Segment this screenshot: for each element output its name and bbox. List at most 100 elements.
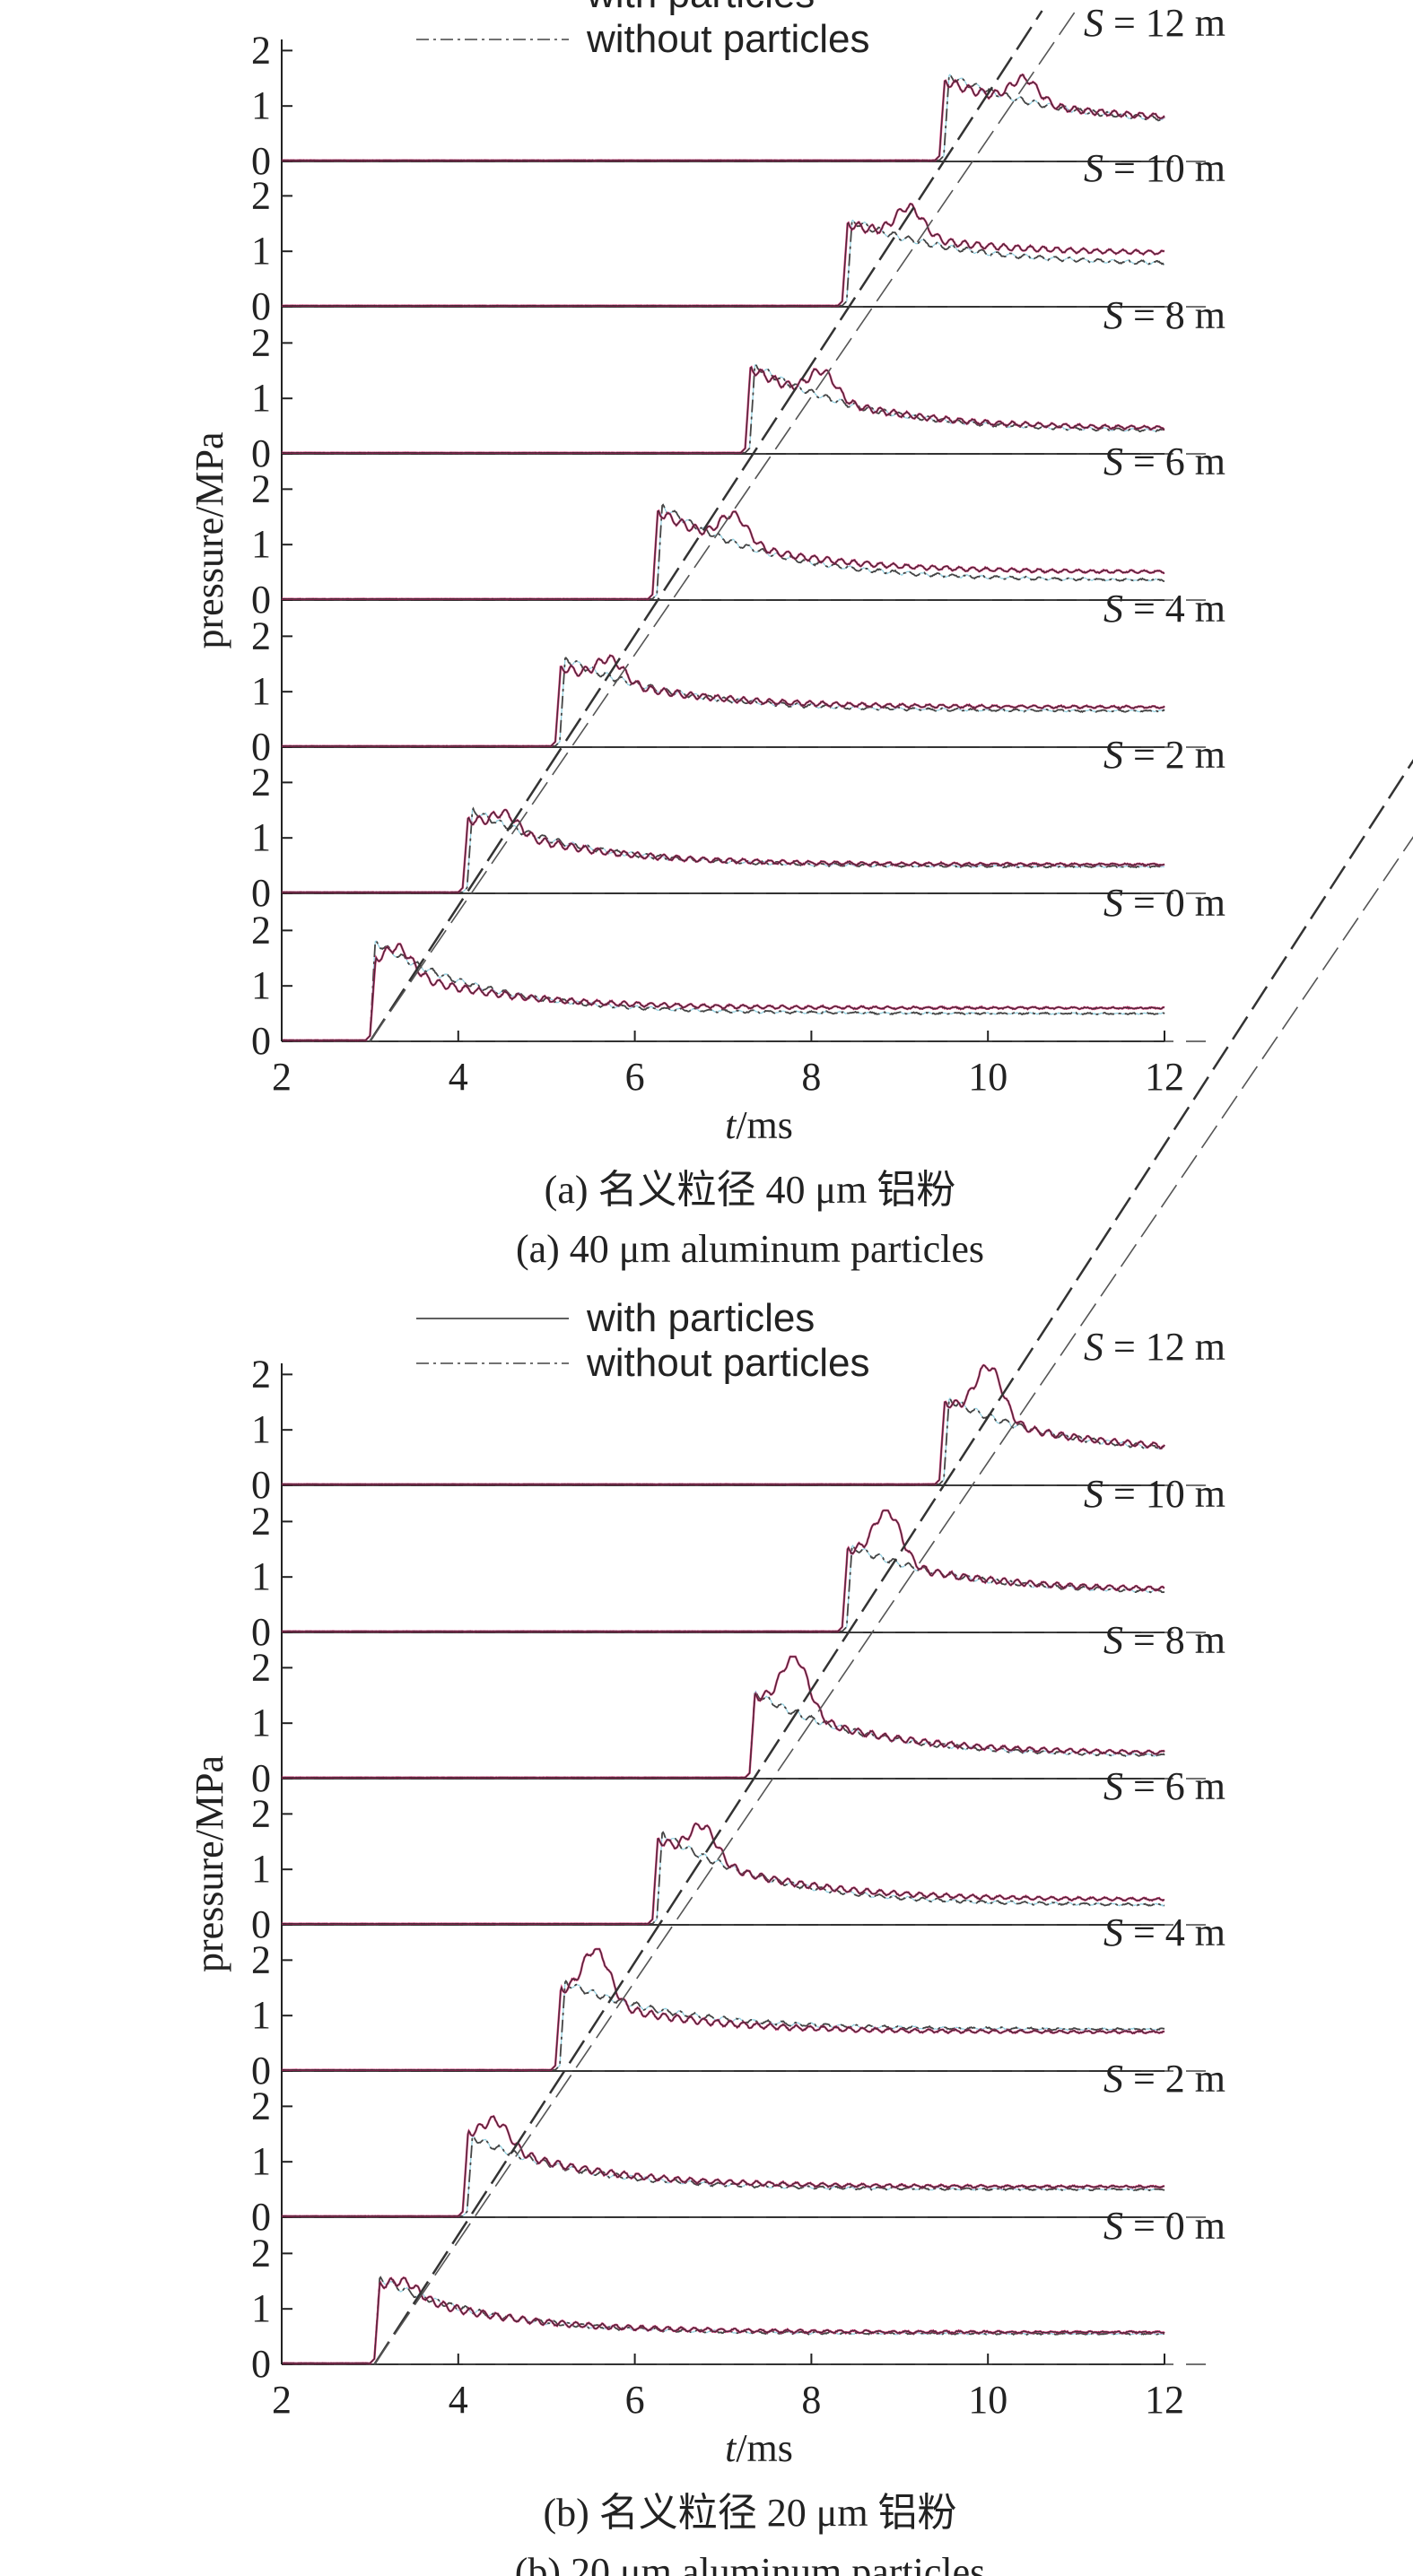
legend-label-with: with particles	[586, 0, 815, 16]
y-tick-label: 1	[251, 83, 271, 127]
panel-5: 0 1 2 S = 2 m	[251, 733, 1225, 915]
panel-1: 0 1 2 S = 10 m	[251, 1472, 1225, 1654]
y-tick-label: 0	[251, 1463, 271, 1507]
series-without-particles	[281, 940, 1165, 1041]
y-tick-label: 0	[251, 431, 271, 475]
y-tick-label: 1	[251, 1407, 271, 1451]
distance-label: S = 0 m	[1103, 881, 1225, 925]
series-with-particles	[281, 1656, 1165, 1779]
distance-value: = 4 m	[1123, 1910, 1225, 1954]
distance-var: S	[1084, 1, 1103, 45]
trend-line-without	[369, 10, 1043, 1042]
y-tick-label: 0	[251, 725, 271, 769]
x-tick-label: 4	[449, 1055, 468, 1099]
y-tick-label: 2	[251, 173, 271, 217]
series-with-particles	[282, 2276, 1165, 2364]
distance-var: S	[1084, 1325, 1103, 1369]
distance-value: = 8 m	[1123, 1618, 1225, 1662]
y-tick-label: 0	[251, 578, 271, 622]
x-tick-label: 12	[1145, 2378, 1184, 2422]
panel-0: 0 1 2 S = 12 m	[251, 1, 1225, 183]
legend-label-with: with particles	[586, 1296, 815, 1340]
distance-label: S = 8 m	[1103, 1618, 1225, 1662]
panel-5: 0 1 2 S = 2 m	[251, 2057, 1225, 2239]
distance-label: S = 12 m	[1084, 1325, 1225, 1369]
y-tick-label: 1	[251, 815, 271, 859]
x-tick-label: 6	[625, 2378, 645, 2422]
distance-value: = 10 m	[1103, 1472, 1225, 1516]
y-tick-label: 1	[251, 1554, 271, 1598]
distance-label: S = 2 m	[1103, 2057, 1225, 2101]
y-tick-label: 2	[251, 2231, 271, 2275]
y-tick-label: 1	[251, 229, 271, 273]
distance-value: = 6 m	[1123, 1764, 1225, 1808]
distance-value: = 4 m	[1123, 587, 1225, 631]
distance-label: S = 4 m	[1103, 587, 1225, 631]
caption-chinese: (b) 名义粒径 20 μm 铝粉	[543, 2491, 956, 2535]
x-axis-unit: /ms	[736, 1103, 793, 1147]
distance-value: = 2 m	[1123, 2057, 1225, 2101]
series-with-particles	[282, 809, 1165, 893]
distance-var: S	[1103, 293, 1123, 337]
y-tick-label: 0	[251, 2049, 271, 2093]
distance-var: S	[1103, 1618, 1123, 1662]
panel-6: 0 1 2 S = 0 m	[251, 2204, 1225, 2386]
panel-6: 0 1 2 S = 0 m	[251, 881, 1225, 1063]
distance-var: S	[1103, 733, 1123, 777]
x-axis-title: t/ms	[725, 1103, 793, 1147]
x-tick-label: 4	[449, 2378, 468, 2422]
distance-label: S = 2 m	[1103, 733, 1225, 777]
distance-label: S = 6 m	[1103, 439, 1225, 483]
distance-value: = 6 m	[1123, 439, 1225, 483]
panel-2: 0 1 2 S = 8 m	[251, 293, 1225, 475]
series-with-particles	[281, 203, 1165, 307]
x-tick-label: 6	[625, 1055, 645, 1099]
y-tick-label: 1	[251, 2286, 271, 2330]
distance-label: S = 6 m	[1103, 1764, 1225, 1808]
trend-line-with	[373, 836, 1413, 2365]
series-with-particles	[282, 654, 1165, 747]
y-tick-label: 2	[251, 1645, 271, 1689]
panel-2: 0 1 2 S = 8 m	[251, 1618, 1225, 1800]
y-tick-label: 0	[251, 871, 271, 915]
distance-label: S = 10 m	[1084, 146, 1225, 190]
distance-label: S = 12 m	[1084, 1, 1225, 45]
x-tick-label: 8	[801, 2378, 821, 2422]
caption-english: (b) 20 μm aluminum particles	[515, 2550, 986, 2576]
panel-1: 0 1 2 S = 10 m	[251, 146, 1225, 328]
y-tick-label: 0	[251, 139, 271, 183]
x-axis-title: t/ms	[725, 2426, 793, 2470]
y-tick-label: 0	[251, 2342, 271, 2386]
distance-value: = 0 m	[1123, 881, 1225, 925]
y-tick-label: 1	[251, 1701, 271, 1745]
series-with-particles	[281, 1510, 1165, 1632]
distance-var: S	[1103, 1764, 1123, 1808]
y-tick-label: 1	[251, 1993, 271, 2037]
x-tick-label: 2	[272, 1055, 292, 1099]
x-axis-var: t	[725, 1103, 737, 1147]
y-tick-label: 0	[251, 1610, 271, 1654]
distance-var: S	[1084, 146, 1103, 190]
distance-value: = 12 m	[1103, 1, 1225, 45]
x-tick-label: 12	[1145, 1055, 1184, 1099]
y-tick-label: 2	[251, 1499, 271, 1543]
y-tick-label: 2	[251, 1352, 271, 1396]
y-tick-label: 0	[251, 1019, 271, 1063]
y-tick-label: 2	[251, 1791, 271, 1835]
y-axis-title: pressure/MPa	[188, 432, 231, 649]
distance-var: S	[1103, 587, 1123, 631]
distance-label: S = 0 m	[1103, 2204, 1225, 2248]
panel-3: 0 1 2 S = 6 m	[251, 439, 1225, 622]
distance-var: S	[1103, 439, 1123, 483]
series-with-particles	[281, 1364, 1165, 1485]
y-tick-label: 2	[251, 760, 271, 804]
distance-value: = 8 m	[1123, 293, 1225, 337]
y-tick-label: 0	[251, 284, 271, 328]
series-with-particles	[281, 509, 1165, 600]
trend-line-with	[369, 10, 1077, 1042]
